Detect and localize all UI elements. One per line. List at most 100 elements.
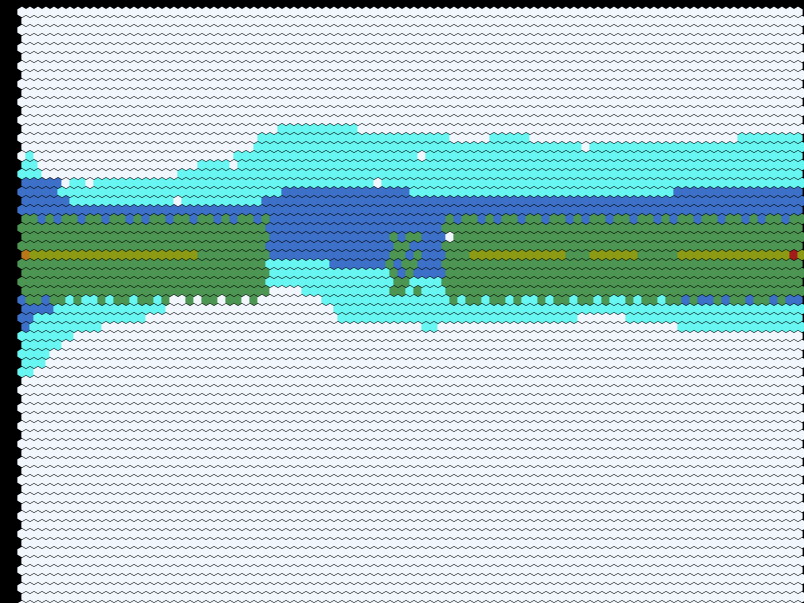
- hex-tile-ice[interactable]: [405, 411, 415, 423]
- hex-tile-deep-water[interactable]: [517, 213, 527, 225]
- hex-tile-ice[interactable]: [401, 348, 411, 360]
- hex-tile-deep-water[interactable]: [741, 213, 751, 225]
- hex-tile-ice[interactable]: [745, 420, 755, 432]
- hex-tile-ice[interactable]: [253, 357, 263, 369]
- hex-tile-grassland[interactable]: [197, 213, 207, 225]
- hex-tile-ice[interactable]: [197, 51, 207, 63]
- hex-tile-grassland[interactable]: [237, 285, 247, 297]
- hex-tile-ice[interactable]: [157, 105, 167, 117]
- hex-tile-ice[interactable]: [509, 69, 519, 81]
- hex-tile-ice[interactable]: [289, 366, 299, 378]
- hex-tile-shallow-water[interactable]: [641, 150, 651, 162]
- hex-tile-ice[interactable]: [245, 375, 255, 387]
- hex-tile-ice[interactable]: [637, 69, 647, 81]
- hex-tile-ice[interactable]: [233, 420, 243, 432]
- hex-tile-shallow-water[interactable]: [397, 141, 407, 153]
- hex-tile-grassland[interactable]: [161, 222, 171, 234]
- hex-tile-ice[interactable]: [145, 312, 155, 324]
- hex-tile-shallow-water[interactable]: [709, 159, 719, 171]
- hex-tile-grassland[interactable]: [465, 294, 475, 306]
- hex-tile-ice[interactable]: [105, 78, 115, 90]
- hex-tile-ice[interactable]: [57, 438, 67, 450]
- hex-tile-ice[interactable]: [253, 69, 263, 81]
- hex-tile-ice[interactable]: [329, 78, 339, 90]
- hex-tile-ice[interactable]: [729, 114, 739, 126]
- hex-tile-shallow-water[interactable]: [693, 321, 703, 333]
- hex-tile-ice[interactable]: [645, 447, 655, 459]
- hex-tile-ice[interactable]: [521, 420, 531, 432]
- hex-tile-ice[interactable]: [117, 339, 127, 351]
- hex-tile-ice[interactable]: [25, 6, 35, 18]
- hex-tile-ice[interactable]: [65, 78, 75, 90]
- hex-tile-shallow-water[interactable]: [753, 168, 763, 180]
- hex-tile-ice[interactable]: [645, 123, 655, 135]
- hex-tile-ice[interactable]: [561, 348, 571, 360]
- hex-tile-deep-water[interactable]: [417, 240, 427, 252]
- hex-tile-ice[interactable]: [649, 24, 659, 36]
- hex-tile-grassland[interactable]: [773, 213, 783, 225]
- hex-tile-shallow-water[interactable]: [657, 168, 667, 180]
- hex-tile-shallow-water[interactable]: [793, 150, 803, 162]
- hex-tile-grassland[interactable]: [577, 258, 587, 270]
- hex-tile-grassland[interactable]: [693, 231, 703, 243]
- hex-tile-shallow-water[interactable]: [769, 168, 779, 180]
- hex-tile-shallow-water[interactable]: [93, 303, 103, 315]
- hex-tile-ice[interactable]: [673, 402, 683, 414]
- hex-tile-grassland[interactable]: [445, 267, 455, 279]
- hex-tile-ice[interactable]: [177, 294, 187, 306]
- hex-tile-ice[interactable]: [649, 366, 659, 378]
- hex-tile-ice[interactable]: [513, 420, 523, 432]
- hex-tile-shallow-water[interactable]: [241, 150, 251, 162]
- hex-tile-ice[interactable]: [337, 24, 347, 36]
- hex-tile-ice[interactable]: [101, 375, 111, 387]
- hex-tile-ice[interactable]: [141, 159, 151, 171]
- hex-tile-grassland[interactable]: [253, 231, 263, 243]
- hex-tile-ice[interactable]: [465, 438, 475, 450]
- hex-tile-plains[interactable]: [149, 249, 159, 261]
- hex-tile-ice[interactable]: [157, 357, 167, 369]
- hex-tile-ice[interactable]: [77, 69, 87, 81]
- hex-tile-deep-water[interactable]: [57, 204, 67, 216]
- hex-tile-ice[interactable]: [241, 312, 251, 324]
- hex-tile-ice[interactable]: [421, 411, 431, 423]
- hex-tile-ice[interactable]: [245, 339, 255, 351]
- hex-tile-shallow-water[interactable]: [745, 150, 755, 162]
- hex-tile-grassland[interactable]: [497, 294, 507, 306]
- hex-tile-shallow-water[interactable]: [497, 168, 507, 180]
- hex-tile-shallow-water[interactable]: [561, 312, 571, 324]
- hex-tile-grassland[interactable]: [633, 258, 643, 270]
- hex-tile-grassland[interactable]: [721, 240, 731, 252]
- hex-tile-shallow-water[interactable]: [329, 132, 339, 144]
- hex-tile-deep-water[interactable]: [409, 204, 419, 216]
- hex-tile-ice[interactable]: [681, 348, 691, 360]
- hex-tile-grassland[interactable]: [49, 222, 59, 234]
- hex-tile-ice[interactable]: [657, 384, 667, 396]
- hex-tile-ice[interactable]: [509, 393, 519, 405]
- hex-tile-ice[interactable]: [509, 51, 519, 63]
- hex-tile-ice[interactable]: [493, 357, 503, 369]
- hex-tile-grassland[interactable]: [61, 285, 71, 297]
- hex-tile-ice[interactable]: [241, 96, 251, 108]
- hex-tile-grassland[interactable]: [405, 231, 415, 243]
- hex-tile-ice[interactable]: [169, 150, 179, 162]
- hex-tile-grassland[interactable]: [741, 267, 751, 279]
- hex-tile-ice[interactable]: [253, 375, 263, 387]
- hex-tile-ice[interactable]: [77, 105, 87, 117]
- hex-tile-ice[interactable]: [629, 411, 639, 423]
- hex-tile-ice[interactable]: [797, 105, 804, 117]
- hex-tile-ice[interactable]: [321, 96, 331, 108]
- hex-tile-shallow-water[interactable]: [141, 303, 151, 315]
- hex-tile-ice[interactable]: [737, 366, 747, 378]
- hex-tile-ice[interactable]: [97, 168, 107, 180]
- hex-tile-ice[interactable]: [789, 429, 799, 441]
- hex-tile-ice[interactable]: [377, 420, 387, 432]
- hex-tile-ice[interactable]: [209, 456, 219, 468]
- hex-tile-ice[interactable]: [541, 51, 551, 63]
- hex-tile-ice[interactable]: [285, 303, 295, 315]
- hex-tile-grassland[interactable]: [33, 240, 43, 252]
- hex-tile-plains[interactable]: [557, 249, 567, 261]
- hex-tile-ice[interactable]: [197, 15, 207, 27]
- hex-tile-deep-water[interactable]: [265, 204, 275, 216]
- hex-tile-grassland[interactable]: [465, 258, 475, 270]
- hex-tile-grassland[interactable]: [573, 213, 583, 225]
